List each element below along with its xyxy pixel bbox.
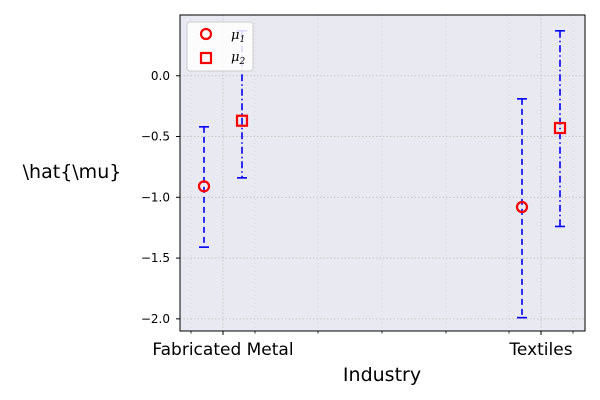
y-tick-label: −1.5 <box>141 251 170 265</box>
legend-label-mu2: μ2 <box>231 50 245 67</box>
y-axis-label: \hat{\mu} <box>23 161 122 183</box>
y-tick-label: 0.0 <box>151 69 170 83</box>
y-tick-label: −1.0 <box>141 190 170 204</box>
y-axis-ticks: −2.0 −1.5 −1.0 −0.5 0.0 <box>141 69 180 326</box>
data-point-mu2 <box>553 121 567 135</box>
legend-label-mu1: μ1 <box>231 28 245 45</box>
data-point-mu1 <box>197 180 211 193</box>
legend-marker-mu1 <box>199 27 213 41</box>
x-axis-label: Industry <box>343 364 421 386</box>
legend-box <box>186 21 254 72</box>
y-tick-label: −0.5 <box>141 130 170 144</box>
data-markers <box>197 114 567 214</box>
plot-frame <box>179 14 586 332</box>
x-tick-label: Fabricated Metal <box>152 340 293 360</box>
x-tick-label: Textiles <box>508 340 572 360</box>
x-axis-ticks: Fabricated Metal Textiles <box>152 331 574 360</box>
legend: μ1 μ2 <box>186 21 254 72</box>
grid-lines <box>180 15 585 331</box>
legend-marker-mu2 <box>199 51 213 65</box>
data-point-mu1 <box>515 200 529 214</box>
y-tick-label: −2.0 <box>141 312 170 326</box>
data-point-mu2 <box>235 114 249 127</box>
